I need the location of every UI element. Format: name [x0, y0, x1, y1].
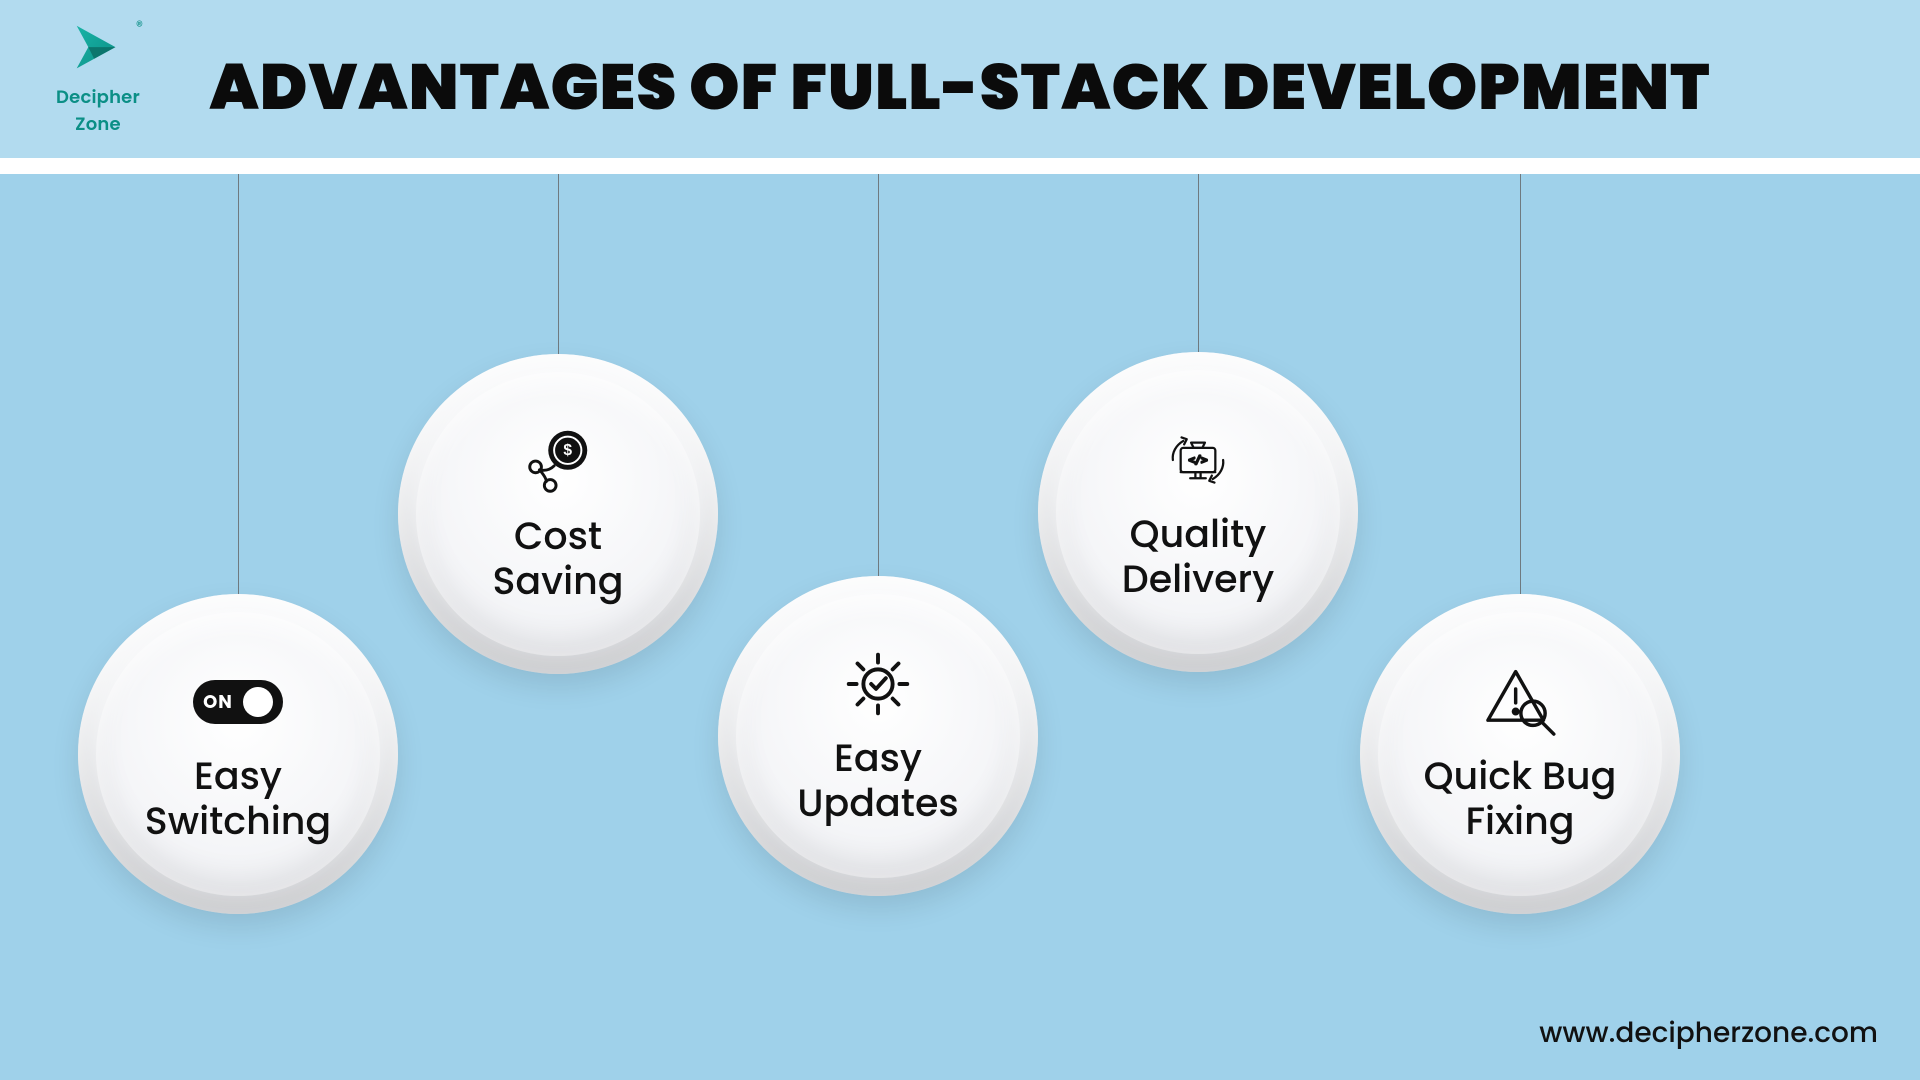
quality-delivery-icon-wrap: </>: [1159, 421, 1237, 499]
advantage-ball-easy-updates: EasyUpdates: [718, 576, 1038, 896]
infographic-stage: ® Decipher Zone ADVANTAGES OF FULL-STACK…: [0, 0, 1920, 1080]
svg-text:</>: </>: [1189, 455, 1208, 467]
easy-switching-label: EasySwitching: [145, 755, 331, 845]
advantage-ball-quality-delivery: </> QualityDelivery: [1038, 352, 1358, 672]
cost-saving-label: CostSaving: [492, 515, 623, 605]
quick-bug-fixing-icon-wrap: [1481, 663, 1559, 741]
easy-updates-icon-wrap: [839, 645, 917, 723]
header-divider: [0, 158, 1920, 174]
easy-switching-icon-wrap: ON: [199, 663, 277, 741]
hanger-line: [878, 174, 879, 576]
hanger-line: [558, 174, 559, 354]
delivery-cycle-icon: </>: [1159, 421, 1237, 499]
cost-saving-icon: $: [519, 419, 597, 505]
advantage-ball-quick-bug-fixing: Quick BugFixing: [1360, 594, 1680, 914]
registered-mark: ®: [136, 16, 143, 37]
toggle-on-icon: ON: [193, 680, 283, 724]
easy-updates-label: EasyUpdates: [797, 737, 958, 827]
hanger-line: [1520, 174, 1521, 594]
gear-check-icon: [839, 645, 917, 723]
page-title: ADVANTAGES OF FULL-STACK DEVELOPMENT: [0, 40, 1920, 135]
advantage-ball-cost-saving: $ CostSaving: [398, 354, 718, 674]
quick-bug-fixing-label: Quick BugFixing: [1424, 755, 1617, 845]
svg-text:$: $: [563, 442, 572, 459]
bug-search-icon: [1481, 659, 1559, 745]
hanger-line: [1198, 174, 1199, 352]
footer-url: www.decipherzone.com: [1539, 1012, 1878, 1054]
quality-delivery-label: QualityDelivery: [1122, 513, 1275, 603]
advantage-ball-easy-switching: ON EasySwitching: [78, 594, 398, 914]
cost-saving-icon-wrap: $: [519, 423, 597, 501]
hanger-line: [238, 174, 239, 594]
